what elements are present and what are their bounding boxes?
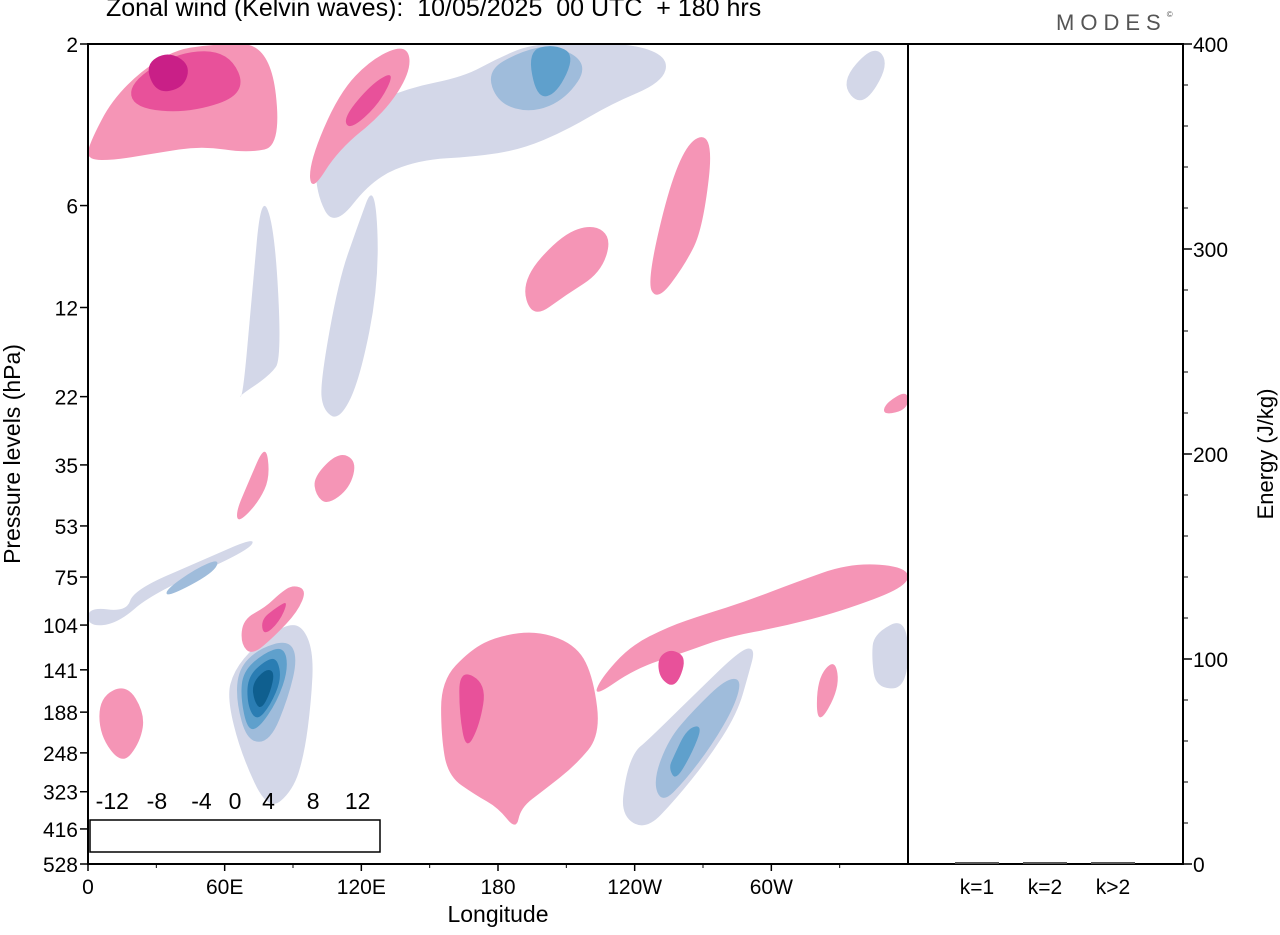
modes-logo: MODES© (1056, 10, 1173, 36)
wind-contour-1 (166, 561, 218, 595)
heatmap-contours (88, 44, 908, 826)
x-tick-label: 60W (750, 876, 793, 899)
x-tick-label: 120W (607, 876, 662, 899)
wind-contour-10 (315, 44, 666, 218)
energy-tick-label: 100 (1193, 649, 1228, 672)
y-tick-label: 75 (55, 567, 78, 590)
colorbar-frame (89, 819, 381, 853)
energy-bar-k=1 (955, 862, 999, 864)
wind-contour-31 (314, 455, 355, 502)
energy-tick-label: 0 (1193, 854, 1205, 877)
wind-contour-32 (237, 451, 269, 520)
wind-contour-14 (321, 195, 378, 417)
wind-contour-6 (252, 670, 274, 708)
brand-mark: © (1166, 10, 1173, 19)
y-tick-label: 22 (55, 387, 78, 410)
y-tick-label: 12 (55, 297, 78, 320)
colorbar-label: -12 (96, 788, 129, 814)
y-tick-label: 104 (43, 615, 78, 638)
wind-contour-16 (846, 50, 885, 101)
x-axis-label: Longitude (447, 901, 548, 927)
y-tick-label: 2 (66, 34, 78, 57)
energy-axis-label: Energy (J/kg) (1253, 389, 1278, 520)
x-tick-label: 60E (206, 876, 243, 899)
axes: 0 60E 120E 180 120W 60W 2 6 12 22 35 53 75 104 141 188 2… (43, 34, 1228, 899)
wind-contour-0 (88, 541, 253, 626)
chart-title: Zonal wind (Kelvin waves): 10/05/2025 00… (106, 0, 762, 22)
wind-contour-12 (530, 46, 571, 97)
y-tick-label: 53 (55, 516, 78, 539)
brand-text: MODES (1056, 10, 1167, 35)
y-tick-label: 416 (43, 819, 78, 842)
y-tick-label: 141 (43, 660, 78, 683)
wind-contour-30 (650, 137, 711, 295)
energy-category-label: k=1 (960, 876, 994, 899)
energy-tick-label: 200 (1193, 444, 1228, 467)
wind-contour-9 (670, 726, 700, 777)
wind-contour-33 (816, 664, 838, 718)
y-tick-label: 6 (66, 196, 78, 219)
energy-category-label: k=2 (1028, 876, 1062, 899)
energy-bars: k=1 k=2 k>2 (955, 862, 1135, 899)
colorbar-label: -8 (147, 788, 167, 814)
x-tick-label: 120E (337, 876, 386, 899)
y-tick-label: 323 (43, 782, 78, 805)
wind-contour-34 (883, 393, 908, 414)
y-tick-label: 528 (43, 854, 78, 877)
wind-contour-21 (99, 688, 144, 759)
colorbar-label: 12 (345, 788, 371, 814)
colorbar-label: -4 (191, 788, 212, 814)
energy-bar-k>2 (1091, 862, 1135, 864)
energy-tick-label: 400 (1193, 34, 1228, 57)
wind-contour-20 (658, 650, 684, 685)
colorbar-label: 8 (307, 788, 320, 814)
wind-contour-29 (525, 227, 609, 312)
y-tick-label: 35 (55, 455, 78, 478)
wind-contour-18 (459, 674, 484, 744)
energy-frame (907, 43, 1184, 865)
colorbar-label: 4 (262, 788, 275, 814)
wind-contour-13 (240, 205, 280, 397)
wind-contour-19 (596, 564, 908, 692)
energy-category-label: k>2 (1096, 876, 1130, 899)
y-tick-label: 248 (43, 743, 78, 766)
wind-contour-15 (872, 623, 908, 689)
wind-contour-23 (262, 603, 286, 633)
energy-bar-k=2 (1023, 862, 1067, 864)
x-tick-label: 0 (82, 876, 94, 899)
wind-contour-28 (345, 75, 391, 127)
wind-contour-17 (441, 632, 598, 825)
y-axis-label: Pressure levels (hPa) (0, 344, 25, 564)
wind-contour-26 (148, 54, 188, 92)
x-tick-label: 180 (480, 876, 515, 899)
y-tick-label: 188 (43, 702, 78, 725)
colorbar: -12 -8 -4 0 4 8 12 (89, 788, 381, 853)
energy-tick-label: 300 (1193, 239, 1228, 262)
colorbar-label: 0 (229, 788, 242, 814)
